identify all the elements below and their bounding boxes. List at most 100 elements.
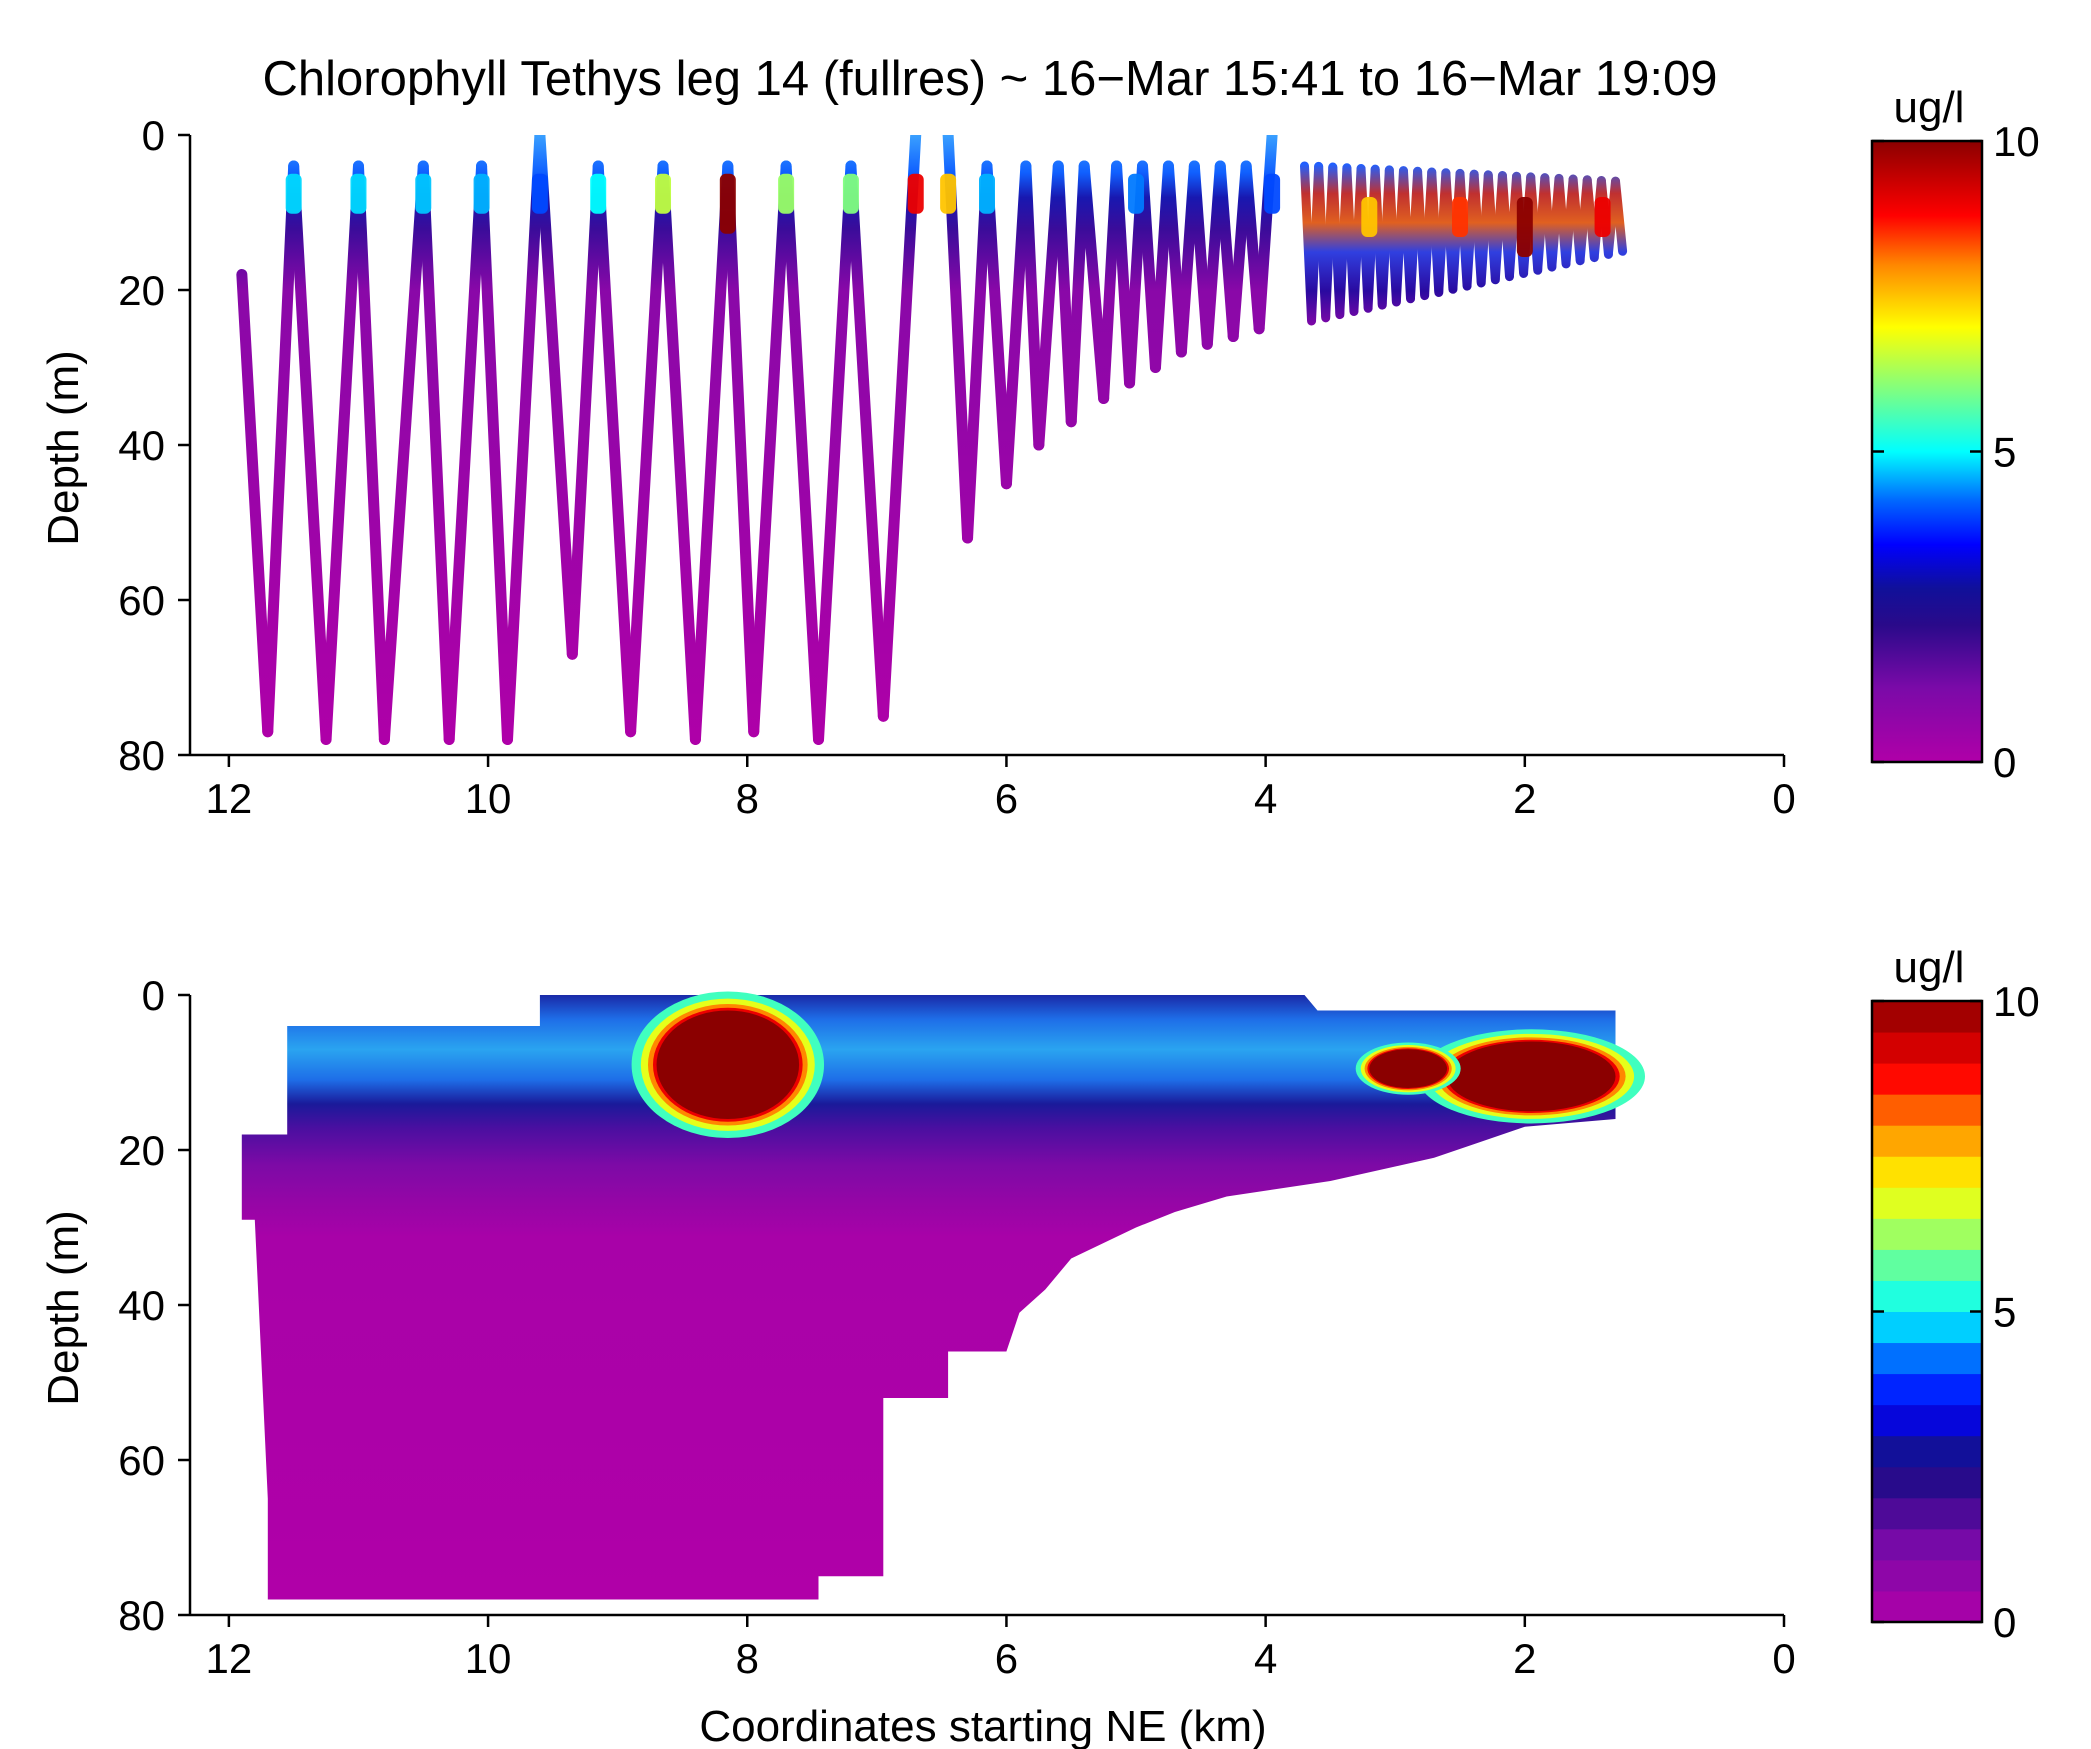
yo-segment [722,160,760,738]
bottom-x-ticks: 12 10 8 6 4 2 0 [206,1615,1796,1682]
colorbar-level-11 [1872,1249,1982,1281]
bottom-cb-tick-label-2: 0 [1993,1599,2016,1646]
top-y-tick-label-2: 40 [118,422,165,469]
colorbar-level-5 [1872,1435,1982,1468]
top-y-tick-label-4: 80 [118,732,165,779]
colorbar-level-9 [1872,1311,1982,1344]
surface-chl-marker-1 [350,173,367,214]
top-x-tick-label-3: 6 [995,775,1018,822]
surface-chl-markers [285,173,1611,257]
yo-segment [262,160,300,738]
bottom-y-tick-label-1: 20 [118,1127,165,1174]
yo-segment [443,160,488,745]
yo-segment [657,160,701,745]
surface-chl-marker-5 [590,173,607,214]
yo-segment [566,160,604,660]
bottom-y-ticks: 0 20 40 60 80 [118,972,190,1639]
chl-maximum-patches [631,991,1646,1138]
yo-segment [780,160,825,745]
bottom-x-tick-label-0: 12 [206,1635,253,1682]
bottom-y-tick-label-2: 40 [118,1282,165,1329]
colorbar-level-13 [1872,1187,1982,1219]
surface-chl-marker-9 [842,173,859,214]
surface-chl-marker-15 [1361,197,1378,237]
bottom-colorbar-ticks: 10 5 0 [1872,978,2040,1646]
colorbar-level-15 [1872,1125,1982,1157]
yo-segment [1000,160,1032,490]
colorbar-level-17 [1872,1063,1982,1095]
yo-segment [378,160,429,745]
surface-chl-marker-12 [979,173,995,214]
top-x-tick-label-4: 4 [1254,775,1277,822]
top-cb-tick-label-0: 10 [1993,118,2040,165]
yo-segment [962,160,993,544]
top-chart-title: Chlorophyll Tethys leg 14 (fullres) ~ 16… [263,52,1718,106]
bottom-x-tick-label-5: 2 [1513,1635,1536,1682]
bottom-colorbar-unit: ug/l [1894,943,1965,992]
surface-chl-marker-3 [473,173,490,214]
bottom-colorbar: ug/l 10 5 0 [1870,943,2040,1646]
surface-chl-marker-7 [719,173,736,234]
yo-segment [502,135,546,745]
colorbar-level-0 [1872,1590,1982,1623]
surface-chl-marker-13 [1128,173,1145,214]
colorbar-level-6 [1872,1404,1982,1437]
yo-segment [320,160,364,745]
colorbar-level-3 [1872,1497,1982,1530]
surface-chl-marker-14 [1264,173,1281,214]
top-colorbar-gradient [1870,139,1984,764]
top-y-axis-label: Depth (m) [39,350,88,546]
chlorophyll-contour-field [241,995,1616,1600]
top-x-tick-label-2: 8 [736,775,759,822]
colorbar-level-7 [1872,1373,1982,1406]
surface-chl-marker-4 [531,173,548,214]
yo-segment [592,160,637,738]
top-colorbar-ticks: 10 5 0 [1872,118,2040,786]
colorbar-level-1 [1872,1559,1982,1592]
yo-segment [1033,160,1064,451]
colorbar-level-12 [1872,1218,1982,1250]
top-y-tick-label-0: 0 [142,112,165,159]
yo-segment [625,160,669,738]
colorbar-level-10 [1872,1280,1982,1312]
top-plot-area [236,135,1628,745]
bottom-x-tick-label-4: 4 [1254,1635,1277,1682]
yo-path-layer [236,135,1278,745]
surface-chl-marker-17 [1516,197,1533,257]
bottom-y-axis-label: Depth (m) [39,1210,88,1406]
bottom-colorbar-levels [1872,1001,1982,1623]
yo-segment [877,135,922,722]
top-colorbar-unit: ug/l [1894,83,1965,132]
yo-segment [288,160,332,745]
colorbar-level-19 [1872,1001,1982,1033]
surface-chl-marker-16 [1452,197,1469,237]
surface-chl-marker-10 [907,173,924,214]
surface-chl-marker-6 [655,173,672,214]
yo-segment [534,135,578,660]
bottom-y-tick-label-0: 0 [142,972,165,1019]
colorbar-level-16 [1872,1094,1982,1126]
patch-0-core [656,1010,800,1119]
bottom-x-tick-label-6: 0 [1772,1635,1795,1682]
bottom-cb-tick-label-0: 10 [1993,978,2040,1025]
top-cb-tick-label-2: 0 [1993,739,2016,786]
yo-segment [417,160,455,745]
top-cb-tick-label-1: 5 [1993,429,2016,476]
bottom-x-tick-label-3: 6 [995,1635,1018,1682]
nearshore-yo-layer [1300,161,1628,326]
surface-chl-marker-2 [415,173,432,214]
top-x-tick-label-1: 10 [465,775,512,822]
yo-segment [845,160,889,722]
bottom-y-tick-label-3: 60 [118,1437,165,1484]
colorbar-level-2 [1872,1528,1982,1561]
patch-2-core [1369,1049,1448,1088]
yo-segment [981,160,1012,490]
yo-segment [1065,160,1090,428]
top-x-ticks: 12 10 8 6 4 2 0 [206,755,1796,822]
yo-segment [748,160,792,738]
top-colorbar: ug/l 10 5 0 [1870,83,2040,786]
bottom-x-tick-label-1: 10 [465,1635,512,1682]
